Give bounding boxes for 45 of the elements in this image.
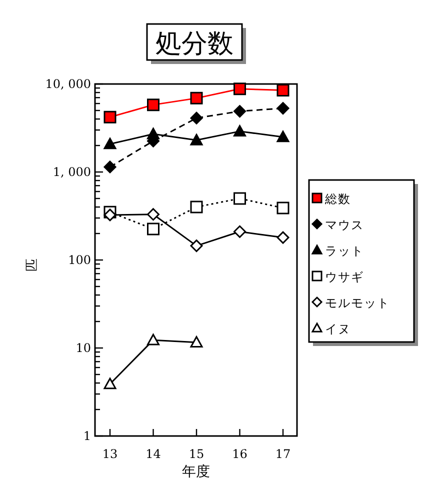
- point: [147, 222, 160, 236]
- legend-label: イヌ: [325, 322, 351, 336]
- point: [276, 84, 290, 96]
- point: [234, 192, 246, 205]
- point: [276, 202, 290, 214]
- legend-label: モルモット: [325, 296, 390, 310]
- x-tick-label: 14: [146, 447, 162, 461]
- point: [147, 334, 160, 346]
- x-tick-label: 16: [232, 447, 248, 461]
- y-axis-title: 匹: [25, 258, 40, 272]
- point: [190, 112, 203, 124]
- point: [104, 138, 116, 150]
- point: [276, 231, 290, 244]
- point: [147, 128, 160, 140]
- point: [190, 134, 203, 146]
- point: [104, 110, 116, 124]
- point: [190, 92, 203, 104]
- x-axis-title: 年度: [182, 464, 210, 480]
- x-tick-label: 15: [188, 447, 204, 461]
- legend-label: マウス: [325, 218, 364, 232]
- point: [276, 102, 290, 115]
- y-tick-label: 10, 000: [45, 77, 91, 91]
- point: [104, 378, 116, 390]
- point: [276, 130, 290, 142]
- point: [234, 105, 246, 118]
- x-tick-label: 13: [102, 447, 118, 461]
- legend-label: ウサギ: [325, 270, 364, 284]
- point: [147, 208, 160, 221]
- y-tick-label: 100: [68, 253, 91, 267]
- point: [234, 225, 246, 238]
- point: [190, 240, 203, 252]
- y-tick-label: 10: [76, 341, 91, 355]
- chart-title: 処分数: [156, 29, 234, 59]
- y-tick-label: 1, 000: [52, 165, 91, 179]
- point: [234, 82, 246, 96]
- point: [190, 336, 203, 348]
- point: [104, 160, 116, 174]
- y-tick-label: 1: [83, 429, 91, 443]
- x-tick-label: 17: [275, 447, 291, 461]
- legend-label: 総数: [324, 192, 351, 206]
- point: [234, 125, 246, 136]
- point: [147, 98, 160, 112]
- legend-label: ラット: [325, 244, 364, 258]
- point: [104, 208, 116, 222]
- point: [190, 200, 203, 214]
